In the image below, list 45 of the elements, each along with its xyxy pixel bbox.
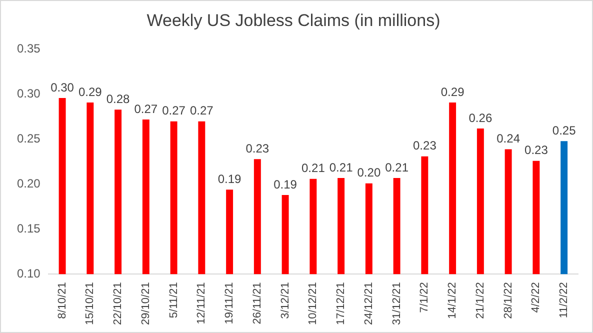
x-tick-label: 17/12/21 [335,282,348,326]
data-label: 0.23 [524,143,548,158]
x-tick-label: 11/2/22 [558,282,570,318]
x-tick-label: 31/12/21 [390,282,403,326]
x-tick-label: 29/10/21 [140,282,152,326]
data-label: 0.28 [106,92,130,106]
x-tick-label: 4/2/22 [530,282,542,313]
data-label: 0.27 [134,102,158,116]
data-label: 0.21 [329,160,354,174]
x-tick-label: 5/11/21 [168,282,180,318]
data-label: 0.26 [468,110,492,125]
y-tick-label: 0.10 [16,266,41,280]
data-label: 0.29 [440,84,465,99]
data-label: 0.20 [357,166,381,180]
x-tick-label: 14/1/22 [446,282,459,319]
x-tick-label: 3/12/21 [279,282,292,319]
x-tick-label: 24/12/21 [362,282,375,326]
x-tick-label: 22/10/21 [112,282,124,326]
data-label: 0.30 [50,80,74,94]
data-label: 0.27 [162,104,186,118]
data-label: 0.23 [246,141,270,156]
data-label: 0.25 [552,123,576,138]
data-label: 0.24 [496,132,520,146]
y-tick-label: 0.35 [16,42,41,56]
x-tick-label: 10/12/21 [307,282,320,326]
x-tick-label: 15/10/21 [84,282,96,326]
data-label: 0.27 [190,104,214,118]
x-tick-label: 26/11/21 [251,282,264,324]
data-label: 0.21 [385,160,409,174]
y-tick-label: 0.15 [16,222,41,236]
x-tick-label: 28/1/22 [502,282,514,319]
x-tick-label: 21/1/22 [474,282,486,319]
x-tick-label: 12/11/21 [196,282,208,324]
data-label: 0.21 [302,161,326,176]
data-label: 0.23 [413,138,437,153]
y-tick-label: 0.20 [16,176,41,191]
x-tick-label: 19/11/21 [224,282,236,324]
data-label: 0.19 [218,172,242,186]
x-tick-label: 8/10/21 [56,282,68,319]
y-tick-label: 0.30 [16,86,41,101]
data-label: 0.29 [78,84,102,99]
chart-title: Weekly US Jobless Claims (in millions) [146,10,440,30]
y-tick-label: 0.25 [16,132,41,146]
x-tick-label: 7/1/22 [418,282,431,313]
data-label: 0.19 [274,177,298,192]
